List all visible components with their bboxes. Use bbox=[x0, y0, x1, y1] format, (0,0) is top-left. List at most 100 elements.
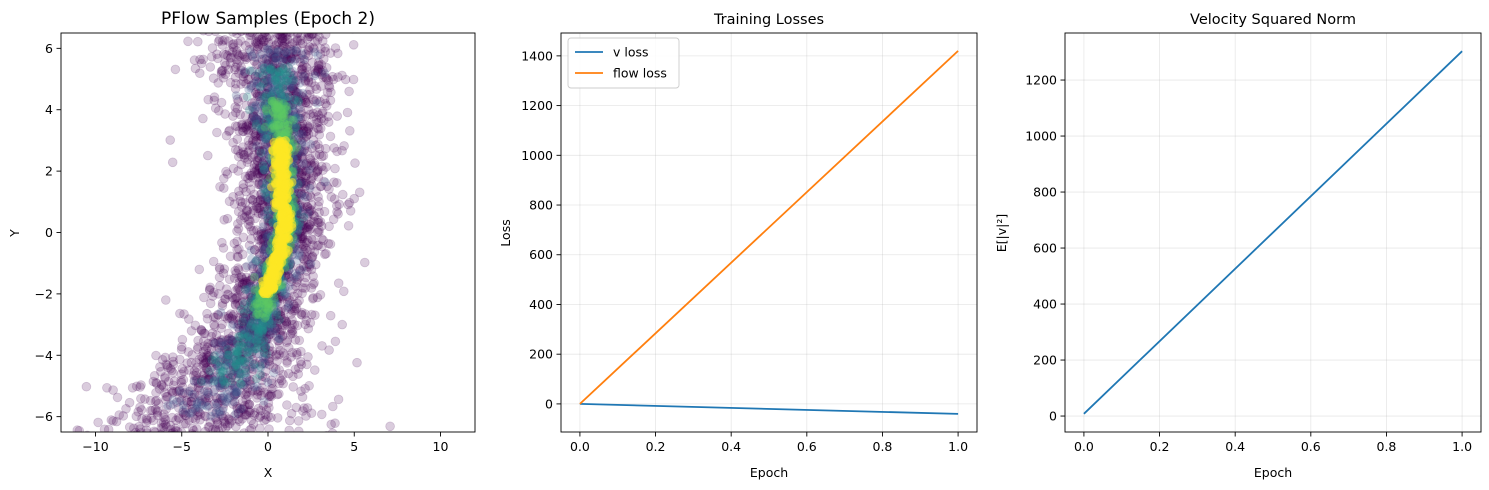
sample-point bbox=[236, 33, 246, 36]
sample-point bbox=[282, 47, 291, 57]
sample-point bbox=[257, 40, 268, 51]
sample-point bbox=[224, 126, 234, 137]
sample-point bbox=[187, 382, 198, 393]
sample-point bbox=[337, 145, 347, 156]
sample-point bbox=[314, 130, 325, 140]
sample-point bbox=[260, 99, 271, 109]
sample-point bbox=[277, 209, 287, 219]
sample-point bbox=[233, 339, 244, 350]
sample-point bbox=[238, 317, 247, 326]
sample-point bbox=[276, 97, 287, 107]
sample-point bbox=[292, 168, 302, 179]
sample-point bbox=[318, 72, 328, 83]
sample-point bbox=[256, 390, 267, 401]
sample-point bbox=[225, 251, 236, 262]
sample-point bbox=[160, 373, 170, 383]
sample-point bbox=[167, 388, 178, 398]
sample-point bbox=[251, 164, 262, 175]
sample-point bbox=[306, 259, 316, 268]
sample-point bbox=[316, 69, 327, 80]
sample-point bbox=[245, 338, 256, 349]
sample-point bbox=[244, 327, 254, 338]
sample-point bbox=[258, 161, 268, 171]
sample-point bbox=[272, 336, 283, 346]
scatter-title: PFlow Samples (Epoch 2) bbox=[161, 9, 375, 29]
sample-point bbox=[316, 234, 327, 244]
sample-point bbox=[287, 315, 297, 325]
sample-point bbox=[118, 411, 129, 421]
sample-point bbox=[219, 311, 230, 322]
sample-point bbox=[343, 199, 353, 210]
sample-point bbox=[160, 388, 170, 398]
sample-point bbox=[248, 334, 257, 343]
losses-title: Training Losses bbox=[713, 12, 824, 28]
sample-point bbox=[344, 86, 354, 97]
sample-point bbox=[315, 123, 326, 134]
sample-point bbox=[179, 366, 189, 377]
sample-point bbox=[206, 362, 217, 372]
sample-point bbox=[250, 213, 260, 224]
sample-point bbox=[255, 96, 266, 107]
sample-point bbox=[320, 46, 331, 57]
sample-point bbox=[310, 259, 321, 270]
sample-point bbox=[267, 97, 278, 108]
x-tick-label: 1.0 bbox=[1452, 439, 1472, 454]
sample-point bbox=[252, 168, 263, 179]
x-tick-label: 0.2 bbox=[646, 439, 666, 454]
sample-point bbox=[265, 66, 276, 76]
sample-point bbox=[248, 347, 258, 356]
sample-point bbox=[133, 421, 144, 432]
sample-point bbox=[232, 134, 243, 145]
sample-point bbox=[240, 123, 251, 133]
sample-point bbox=[296, 96, 306, 106]
sample-point bbox=[293, 96, 303, 105]
sample-point bbox=[255, 361, 265, 371]
sample-point bbox=[258, 233, 269, 244]
sample-point bbox=[171, 426, 181, 432]
sample-point bbox=[260, 195, 271, 205]
sample-point bbox=[227, 47, 238, 57]
sample-point bbox=[309, 43, 319, 54]
sample-point bbox=[268, 127, 279, 137]
sample-point bbox=[223, 64, 234, 75]
sample-point bbox=[159, 417, 169, 428]
sample-point bbox=[260, 122, 270, 132]
sample-point bbox=[231, 91, 241, 100]
sample-point bbox=[191, 371, 201, 381]
x-tick-label: 0.0 bbox=[570, 439, 590, 454]
sample-point bbox=[302, 121, 313, 131]
sample-point bbox=[337, 189, 348, 200]
sample-point bbox=[214, 35, 225, 45]
sample-point bbox=[222, 347, 232, 358]
sample-point bbox=[294, 145, 305, 156]
sample-point bbox=[202, 308, 212, 319]
sample-point bbox=[152, 406, 163, 416]
sample-point bbox=[248, 338, 259, 349]
sample-point bbox=[277, 63, 288, 74]
sample-point bbox=[196, 325, 207, 336]
sample-point bbox=[261, 322, 272, 333]
sample-point bbox=[235, 109, 246, 120]
sample-point bbox=[196, 324, 206, 335]
sample-point bbox=[293, 416, 304, 426]
sample-point bbox=[246, 292, 256, 303]
sample-point bbox=[202, 313, 213, 324]
sample-point bbox=[266, 280, 276, 289]
sample-point bbox=[218, 243, 229, 253]
sample-point bbox=[234, 55, 245, 66]
sample-point bbox=[187, 350, 197, 360]
sample-point bbox=[294, 192, 304, 203]
sample-point bbox=[296, 386, 306, 397]
sample-point bbox=[244, 38, 255, 48]
sample-point bbox=[323, 238, 334, 249]
sample-point bbox=[276, 304, 287, 314]
sample-point bbox=[232, 349, 243, 359]
sample-point bbox=[259, 77, 270, 88]
sample-point bbox=[266, 384, 277, 394]
sample-point bbox=[213, 78, 224, 88]
sample-point bbox=[234, 300, 245, 311]
sample-point bbox=[234, 151, 244, 162]
sample-point bbox=[193, 381, 204, 391]
sample-point bbox=[246, 281, 256, 292]
sample-point bbox=[282, 400, 292, 410]
